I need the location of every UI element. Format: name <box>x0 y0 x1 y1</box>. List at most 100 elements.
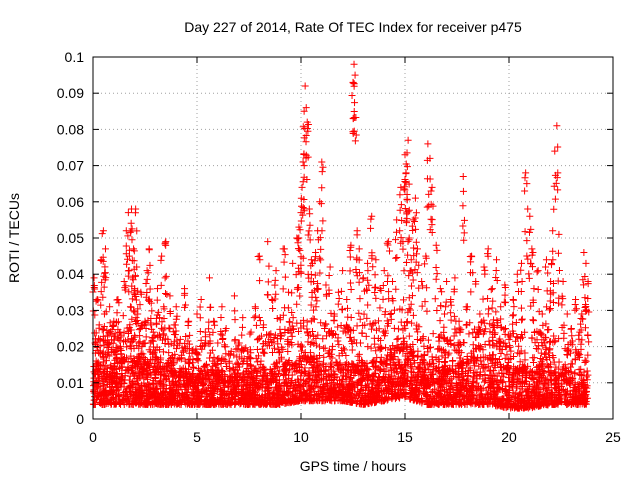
data-point <box>270 344 278 352</box>
data-point <box>405 305 413 313</box>
data-point <box>393 368 401 376</box>
data-point <box>354 388 362 396</box>
data-point <box>311 390 319 398</box>
data-point <box>295 327 303 335</box>
data-point <box>284 347 292 355</box>
data-point <box>342 351 350 359</box>
data-point <box>362 332 370 340</box>
data-point <box>490 316 498 324</box>
data-point <box>409 311 417 319</box>
data-point <box>475 362 483 370</box>
data-point <box>526 381 534 389</box>
data-point <box>231 366 239 374</box>
data-point <box>397 318 405 326</box>
data-point <box>403 355 411 363</box>
data-point <box>571 379 579 387</box>
data-point <box>186 355 194 363</box>
data-point <box>108 326 116 334</box>
data-point <box>414 328 422 336</box>
data-point <box>434 355 442 363</box>
data-point <box>316 343 324 351</box>
data-point <box>394 325 402 333</box>
data-point <box>259 348 267 356</box>
data-points <box>89 60 593 412</box>
data-point <box>403 343 411 351</box>
data-point <box>128 315 136 323</box>
data-point <box>384 319 392 327</box>
data-point <box>381 332 389 340</box>
data-point <box>457 325 465 333</box>
data-point <box>352 391 360 399</box>
data-point <box>340 346 348 354</box>
data-point <box>303 318 311 326</box>
data-point <box>102 357 110 365</box>
data-point <box>428 370 436 378</box>
data-point <box>534 363 542 371</box>
data-point <box>550 332 558 340</box>
data-point <box>137 381 145 389</box>
data-point <box>328 363 336 371</box>
data-point <box>110 394 118 402</box>
data-point <box>321 344 329 352</box>
data-point <box>413 381 421 389</box>
data-point <box>288 332 296 340</box>
data-point <box>513 333 521 341</box>
data-point <box>450 388 458 396</box>
data-point <box>240 369 248 377</box>
data-point <box>515 342 523 350</box>
data-point <box>137 349 145 357</box>
data-point <box>465 386 473 394</box>
data-point <box>429 330 437 338</box>
data-point <box>342 377 350 385</box>
data-point <box>582 357 590 365</box>
data-point <box>545 349 553 357</box>
data-point <box>434 345 442 353</box>
data-point <box>511 337 519 345</box>
data-point <box>288 377 296 385</box>
data-point <box>424 336 432 344</box>
data-point <box>482 386 490 394</box>
data-point <box>353 399 361 407</box>
data-point <box>372 347 380 355</box>
data-point <box>167 366 175 374</box>
data-point <box>420 342 428 350</box>
data-point <box>560 375 568 383</box>
data-point <box>375 317 383 325</box>
data-point <box>505 356 513 364</box>
data-point <box>394 335 402 343</box>
data-point <box>545 325 553 333</box>
data-point <box>367 344 375 352</box>
data-point <box>255 352 262 360</box>
data-point <box>507 395 515 403</box>
data-point <box>521 328 529 336</box>
data-point <box>567 360 575 368</box>
data-point <box>257 332 265 340</box>
data-point <box>584 351 592 359</box>
data-point <box>339 372 347 380</box>
data-point <box>151 374 159 382</box>
data-point <box>413 335 421 343</box>
data-point <box>310 339 318 347</box>
data-point <box>368 325 376 333</box>
data-point <box>485 337 493 345</box>
data-point <box>369 371 377 379</box>
data-point <box>253 346 261 354</box>
data-point <box>403 318 411 326</box>
data-point <box>164 367 172 375</box>
data-point <box>184 399 192 407</box>
data-point <box>306 387 314 395</box>
data-point <box>364 365 372 373</box>
data-point <box>405 332 413 340</box>
data-point <box>135 326 143 334</box>
data-point <box>373 354 381 362</box>
data-point <box>541 350 549 358</box>
data-point <box>317 319 325 327</box>
data-point <box>233 345 241 353</box>
data-point <box>521 349 529 357</box>
data-point <box>161 340 169 348</box>
data-point <box>328 380 336 388</box>
data-point <box>307 389 315 397</box>
data-point <box>428 353 436 361</box>
data-point <box>142 333 150 341</box>
